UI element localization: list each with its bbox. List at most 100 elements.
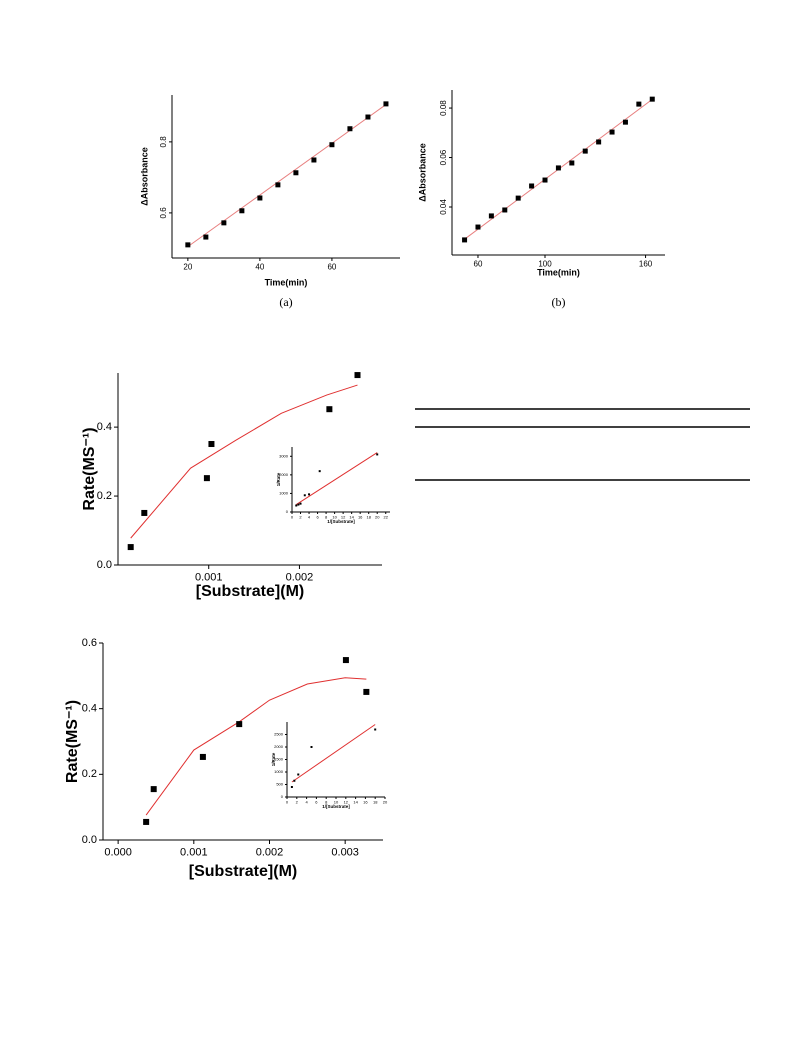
x-tick-label: 14 — [349, 514, 354, 519]
x-tick-label: 20 — [383, 799, 388, 804]
y-tick-label: 2000 — [279, 472, 289, 477]
x-tick-label: 60 — [327, 263, 336, 272]
data-point — [342, 657, 349, 664]
y-tick-label: 0.2 — [97, 490, 112, 502]
x-tick-label: 8 — [325, 514, 328, 519]
x-tick-label: 10 — [332, 514, 337, 519]
data-point — [275, 182, 281, 188]
data-point — [596, 139, 602, 145]
x-tick-label: 0.001 — [195, 572, 223, 584]
data-point — [542, 177, 548, 183]
data-point — [257, 195, 263, 201]
data-point — [462, 237, 468, 243]
fit-line — [187, 104, 387, 248]
x-tick-label: 0.001 — [180, 847, 208, 859]
y-tick-label: 2500 — [274, 732, 284, 737]
y-tick-label: 500 — [276, 782, 283, 787]
y-tick-label: 0.08 — [439, 100, 448, 116]
x-tick-label: 0 — [291, 514, 294, 519]
caption: (a) — [279, 295, 292, 309]
data-point — [555, 165, 561, 171]
data-point — [347, 126, 353, 132]
y-tick-label: 0 — [286, 509, 289, 514]
fit-line — [130, 384, 358, 539]
x-tick-label: 22 — [384, 514, 389, 519]
data-point — [203, 475, 210, 482]
data-point — [221, 220, 227, 226]
data-point — [326, 406, 333, 413]
x-tick-label: 20 — [375, 514, 380, 519]
data-point — [290, 786, 293, 788]
x-tick-label: 4 — [305, 799, 308, 804]
x-tick-label: 60 — [474, 260, 483, 269]
x-tick-label: 160 — [639, 260, 653, 269]
y-axis-label: ΔAbsorbance — [139, 147, 149, 205]
x-tick-label: 20 — [183, 263, 192, 272]
x-tick-label: 10 — [334, 799, 339, 804]
x-axis-label: 1/[Substrate] — [327, 519, 355, 524]
data-point — [374, 728, 377, 731]
data-point — [185, 242, 191, 248]
x-tick-label: 12 — [341, 514, 346, 519]
x-tick-label: 16 — [363, 799, 368, 804]
y-tick-label: 1500 — [274, 757, 284, 762]
y-tick-label: 0.0 — [82, 834, 97, 846]
x-tick-label: 0 — [286, 799, 289, 804]
x-tick-label: 14 — [353, 799, 358, 804]
x-tick-label: 16 — [358, 514, 363, 519]
data-point — [236, 721, 243, 728]
data-point — [622, 119, 628, 125]
data-point — [295, 504, 298, 507]
y-tick-label: 1000 — [274, 769, 284, 774]
fit-line — [291, 724, 376, 783]
data-point — [636, 101, 642, 107]
data-point — [363, 688, 370, 695]
x-tick-label: 6 — [316, 514, 319, 519]
data-point — [515, 195, 521, 201]
data-point — [329, 142, 335, 148]
data-point — [475, 224, 481, 230]
data-point — [354, 372, 361, 379]
x-tick-label: 18 — [366, 514, 371, 519]
data-point — [239, 208, 245, 214]
x-tick-label: 18 — [373, 799, 378, 804]
data-point — [150, 786, 157, 793]
y-tick-label: 0.06 — [439, 149, 448, 165]
y-axis-label: 1/Rate — [276, 472, 281, 486]
x-axis-label: 1/[Substrate] — [322, 804, 350, 809]
x-tick-label: 4 — [308, 514, 311, 519]
x-tick-label: 40 — [255, 263, 264, 272]
x-tick-label: 12 — [344, 799, 349, 804]
x-tick-label: 6 — [315, 799, 318, 804]
y-tick-label: 0.6 — [82, 637, 97, 649]
x-tick-label: 2 — [296, 799, 299, 804]
data-point — [297, 773, 300, 776]
y-axis-label: Rate(MS⁻¹) — [64, 700, 81, 783]
data-point — [293, 170, 299, 176]
data-point — [310, 746, 313, 748]
x-tick-label: 8 — [325, 799, 328, 804]
data-point — [127, 544, 134, 551]
data-point — [488, 213, 494, 219]
data-point — [383, 101, 389, 107]
x-axis-label: Time(min) — [537, 267, 580, 277]
data-point — [569, 160, 575, 166]
data-point — [365, 114, 371, 120]
y-tick-label: 2000 — [274, 744, 284, 749]
data-point — [318, 470, 321, 473]
y-tick-label: 0.4 — [82, 703, 97, 715]
data-point — [311, 157, 317, 163]
x-tick-label: 2 — [299, 514, 302, 519]
x-tick-label: 0.002 — [286, 572, 314, 584]
caption: (b) — [552, 295, 566, 309]
y-tick-label: 1000 — [279, 490, 289, 495]
y-tick-label: 3000 — [279, 453, 289, 458]
y-axis-label: Rate(MS⁻¹) — [81, 427, 98, 510]
y-tick-label: 0.6 — [159, 207, 168, 219]
y-tick-label: 0.04 — [439, 199, 448, 215]
x-tick-label: 0.002 — [256, 847, 284, 859]
data-point — [297, 503, 300, 506]
data-point — [141, 509, 148, 516]
x-axis-label: [Substrate](M) — [189, 863, 297, 880]
